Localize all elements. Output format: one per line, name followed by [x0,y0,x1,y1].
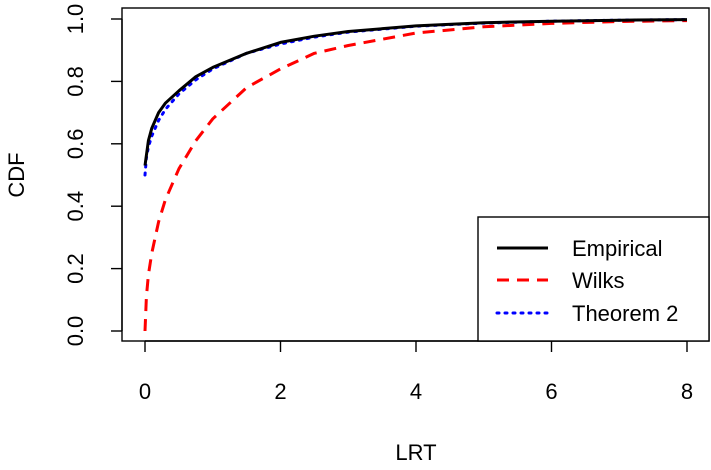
x-tick-label: 4 [410,379,422,404]
y-tick-label: 0.0 [63,316,88,347]
series-layer [143,18,689,332]
x-tick-label: 8 [681,379,693,404]
series-line-wilks [143,19,688,332]
legend-label-empirical: Empirical [572,236,662,261]
legend: Empirical Wilks Theorem 2 [477,216,710,342]
legend-label-wilks: Wilks [572,268,625,293]
y-axis: 0.0 0.2 0.4 0.6 0.8 1.0 [63,4,123,347]
y-axis-title: CDF [4,152,29,197]
series-line-theorem-2 [143,18,689,177]
y-tick-label: 0.8 [63,66,88,97]
y-tick-label: 0.4 [63,191,88,222]
x-axis-title: LRT [395,440,436,465]
x-tick-label: 2 [274,379,286,404]
legend-label-theorem-2: Theorem 2 [572,301,678,326]
y-tick-label: 1.0 [63,4,88,35]
x-axis: 0 2 4 6 8 [139,340,693,404]
x-tick-label: 6 [545,379,557,404]
y-tick-label: 0.2 [63,253,88,284]
series-line-empirical [143,18,688,166]
x-tick-label: 0 [139,379,151,404]
y-tick-label: 0.6 [63,129,88,160]
legend-box [477,216,710,342]
